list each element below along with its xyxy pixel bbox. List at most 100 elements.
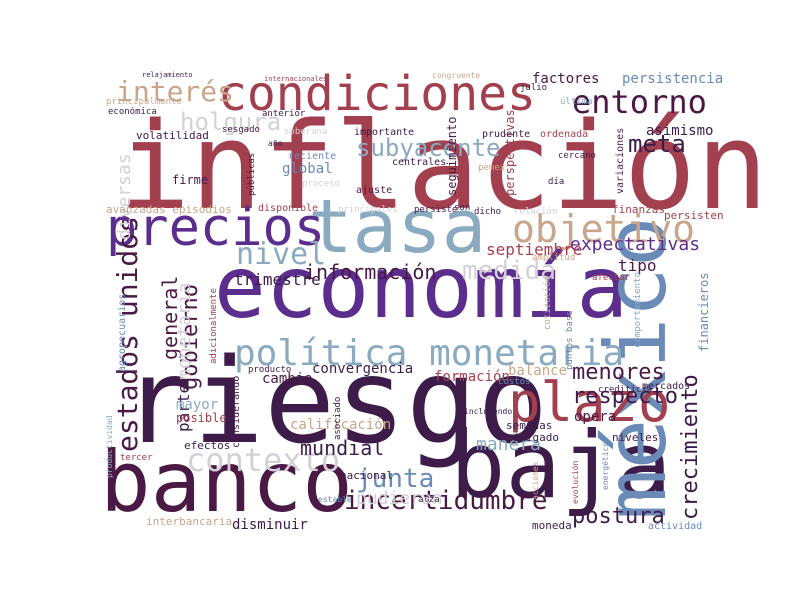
word-productividad: productividad xyxy=(105,415,114,478)
word-costos: costos xyxy=(498,377,531,387)
word-evolucion: evolución xyxy=(571,460,580,504)
word-informacion: información xyxy=(304,260,437,284)
word-asimismo: asimismo xyxy=(646,123,714,139)
word-pemex: pemex xyxy=(478,163,506,173)
word-entorno: entorno xyxy=(572,83,707,121)
word-cercano: cercano xyxy=(558,151,596,161)
word-tasa: tasa xyxy=(308,184,487,270)
word-formacion: formación xyxy=(434,369,510,385)
word-contexto: contexto xyxy=(186,441,341,479)
word-reciente: reciente xyxy=(288,151,337,162)
word-pudieran: pudieran xyxy=(356,488,443,509)
word-asociado: asociado xyxy=(333,396,343,440)
word-ano: año xyxy=(268,139,283,148)
word-tercer: tercer xyxy=(120,453,153,463)
word-subyacente: subyacente xyxy=(356,134,501,162)
word-objetivo: objetivo xyxy=(512,207,696,251)
word-medida: medida xyxy=(462,256,556,286)
word-avanzadas_episodios: avanzadas episodios xyxy=(106,203,232,216)
word-amplitud: amplitud xyxy=(532,253,576,263)
word-interbancaria: interbancaria xyxy=(146,515,233,528)
word-perspectivas: perspectivas xyxy=(503,109,517,196)
word-niveles: niveles xyxy=(612,431,659,444)
word-firme: firme xyxy=(172,173,209,187)
word-cotizacion: cotización xyxy=(543,275,553,330)
word-efectos: efectos xyxy=(184,439,231,452)
word-puntos_base: puntos base xyxy=(565,310,575,370)
word-incertidumbre: incertidumbre xyxy=(344,486,548,516)
word-financieros: financieros xyxy=(697,272,711,352)
word-ajuste: ajuste xyxy=(356,185,393,196)
word-principales: principales xyxy=(338,205,398,215)
word-monetaria_v: monetaria xyxy=(174,282,195,380)
word-respecto: respecto xyxy=(572,384,678,409)
word-plazo: plazo xyxy=(508,371,671,434)
word-postura: postura xyxy=(572,504,665,529)
word-septiembre: septiembre xyxy=(486,240,583,259)
word-anterior: anterior xyxy=(262,109,306,119)
word-ultima: última xyxy=(560,97,593,107)
word-diversas: diversas xyxy=(114,153,135,240)
word-nivel: nivel xyxy=(236,237,327,272)
word-banco: banco xyxy=(100,433,353,531)
word-global: global xyxy=(282,161,333,177)
word-opera: opera xyxy=(574,409,617,425)
word-cambio: cambio xyxy=(262,371,313,387)
word-actividad: actividad xyxy=(648,521,703,532)
word-proceso: proceso xyxy=(302,179,340,189)
word-trimestre: trimestre xyxy=(234,270,321,289)
word-afectar: afectar xyxy=(592,273,630,283)
word-posible: posible xyxy=(176,411,227,425)
word-centrales: centrales xyxy=(392,157,447,168)
word-baja: baja xyxy=(450,412,672,519)
word-factores: factores xyxy=(532,71,600,87)
word-persisten: persisten xyxy=(664,209,724,222)
word-incluyendo: incluyendo xyxy=(464,407,513,416)
word-disminuir: disminuir xyxy=(232,517,308,533)
word-tipo: tipo xyxy=(618,256,657,275)
word-riesgo: riesgo xyxy=(122,332,549,470)
word-crediticia: crediticia xyxy=(598,385,653,395)
word-presiones: presiones xyxy=(707,141,718,196)
word-manera: manera xyxy=(476,434,542,455)
word-considerando: considerando xyxy=(231,375,242,448)
word-acciones: acciones xyxy=(531,461,540,500)
word-interes: interés xyxy=(116,75,235,108)
word-mundial: mundial xyxy=(300,436,385,460)
word-convergencia: convergencia xyxy=(312,361,414,377)
word-prudente: prudente xyxy=(482,129,531,140)
word-mayor: mayor xyxy=(176,397,219,413)
word-importante: importante xyxy=(354,127,415,138)
word-economica: económica xyxy=(108,107,157,117)
word-estable: estable xyxy=(318,495,352,504)
word-son: son xyxy=(454,203,471,213)
word-persiste: persiste xyxy=(414,205,458,215)
word-agropecuarios: agropecuarios xyxy=(117,293,128,372)
word-precios: precios xyxy=(106,198,326,258)
word-volatilidad: volatilidad xyxy=(136,129,209,142)
word-soberana: soberana xyxy=(284,127,328,137)
word-dicho: dicho xyxy=(474,207,502,217)
word-junta: junta xyxy=(356,464,435,494)
word-disponible: disponible xyxy=(258,203,319,214)
word-inflacion: inflación xyxy=(118,98,769,237)
word-semanas: semanas xyxy=(506,419,553,432)
word-economia: economía xyxy=(214,238,629,338)
word-adicionalmente: adicionalmente xyxy=(209,288,219,364)
word-dia: día xyxy=(548,177,565,187)
word-moneda: moneda xyxy=(532,519,572,532)
word-balance: balance xyxy=(508,363,568,379)
word-ordenada: ordenada xyxy=(540,129,589,140)
word-variaciones: variaciones xyxy=(615,127,626,194)
word-finanzas: finanzas xyxy=(612,203,665,216)
word-politica_monetaria: política monetaria xyxy=(234,333,625,374)
word-condiciones: condiciones xyxy=(218,66,536,122)
word-mercados: mercados xyxy=(642,381,691,392)
word-comportamiento: comportamiento xyxy=(633,272,643,348)
word-relacion: relación xyxy=(514,207,558,217)
word-publicas: públicas xyxy=(247,152,257,196)
word-nacional: nacional xyxy=(340,469,393,482)
word-energeticos: energéticos xyxy=(601,437,610,490)
word-holgura: holgura xyxy=(180,108,282,136)
